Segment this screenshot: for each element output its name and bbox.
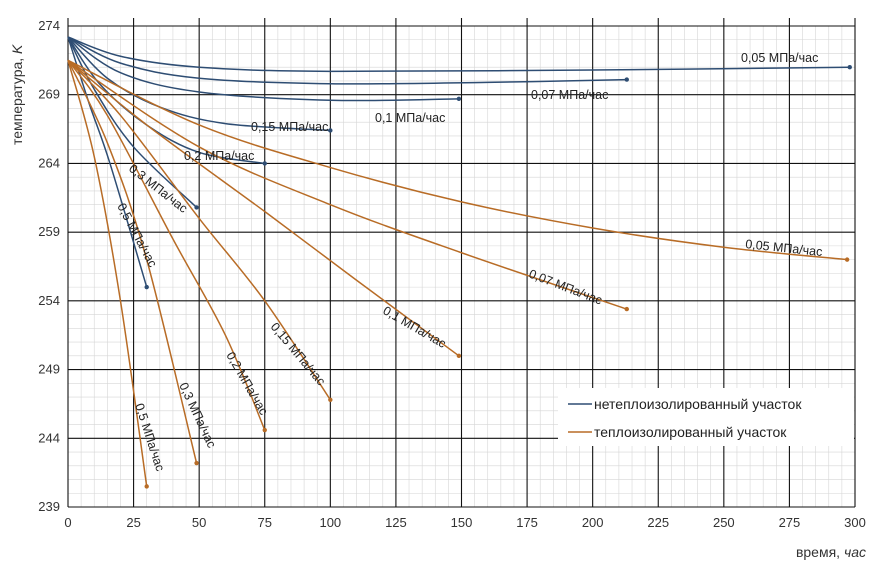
x-tick-label: 50 (192, 515, 206, 530)
series-line-insulated-13 (67, 60, 148, 487)
y-tick-label: 264 (38, 155, 60, 170)
y-tick-label: 239 (38, 499, 60, 514)
x-axis-ticks: 0 25 50 75 100 125 150 175 200 225 250 275 300 (64, 515, 865, 530)
y-axis-title: температура, K (9, 44, 25, 145)
series-endpoint-insulated-13 (144, 484, 149, 489)
x-tick-label: 275 (779, 515, 801, 530)
y-tick-label: 274 (38, 18, 60, 33)
curve-label-uninsulated-0: 0,05 МПа/час (741, 51, 818, 65)
series-endpoint-uninsulated-1 (624, 77, 629, 82)
series-line-uninsulated-2 (67, 36, 459, 102)
y-tick-label: 254 (38, 293, 60, 308)
series-line-insulated-11 (67, 59, 266, 431)
y-axis-title-word: температура, (9, 58, 25, 145)
series-endpoint-insulated-7 (844, 257, 850, 262)
legend-label-uninsulated: нетеплоизолированный участок (594, 396, 802, 412)
curve-label-uninsulated-3: 0,15 МПа/час (251, 120, 328, 134)
series-line-uninsulated-0 (67, 36, 850, 73)
series-line-uninsulated-1 (67, 36, 627, 85)
curve-label-uninsulated-2: 0,1 МПа/час (375, 111, 445, 125)
series-endpoint-insulated-11 (262, 427, 267, 433)
x-tick-label: 300 (844, 515, 866, 530)
series-endpoint-insulated-9 (456, 353, 462, 359)
legend-box (558, 388, 854, 446)
series-line-insulated-12 (67, 60, 198, 464)
y-axis-ticks: 239 244 249 254 259 264 269 274 (38, 18, 60, 514)
series-endpoint-uninsulated-2 (456, 96, 462, 102)
y-axis-title-unit: K (9, 44, 25, 54)
series-endpoint-insulated-8 (624, 306, 629, 312)
x-tick-label: 75 (258, 515, 272, 530)
series-line-uninsulated-5 (67, 36, 198, 208)
legend-label-insulated: теплоизолированный участок (594, 424, 787, 440)
series-line-insulated-10 (67, 59, 331, 401)
series-endpoint-uninsulated-3 (328, 128, 333, 133)
series-endpoint-uninsulated-0 (847, 65, 852, 70)
series-endpoint-insulated-12 (194, 460, 199, 466)
series-line-insulated-8 (67, 59, 628, 310)
series-endpoint-uninsulated-4 (262, 161, 267, 166)
series-layer (67, 36, 852, 489)
x-axis-title-unit: час (844, 544, 866, 560)
curve-label-uninsulated-1: 0,07 МПа/час (531, 88, 608, 102)
series-endpoint-uninsulated-5 (194, 205, 199, 210)
curve-label-uninsulated-4: 0,2 МПа/час (184, 149, 254, 163)
x-axis-title-word: время, (796, 544, 840, 560)
x-tick-label: 0 (64, 515, 71, 530)
legend: нетеплоизолированный участок теплоизолир… (558, 388, 854, 446)
x-tick-label: 225 (647, 515, 669, 530)
x-tick-label: 200 (582, 515, 604, 530)
x-tick-label: 100 (319, 515, 341, 530)
x-tick-label: 175 (516, 515, 538, 530)
x-tick-label: 25 (126, 515, 140, 530)
series-endpoint-uninsulated-6 (144, 284, 149, 290)
x-axis-title: время, час (796, 544, 866, 560)
y-tick-label: 259 (38, 224, 60, 239)
x-tick-label: 250 (713, 515, 735, 530)
series-line-insulated-9 (67, 59, 460, 357)
series-line-insulated-7 (67, 59, 848, 261)
y-tick-label: 249 (38, 362, 60, 377)
y-tick-label: 269 (38, 87, 60, 102)
series-endpoint-insulated-10 (328, 397, 333, 403)
x-tick-label: 150 (451, 515, 473, 530)
x-tick-label: 125 (385, 515, 407, 530)
y-tick-label: 244 (38, 430, 60, 445)
